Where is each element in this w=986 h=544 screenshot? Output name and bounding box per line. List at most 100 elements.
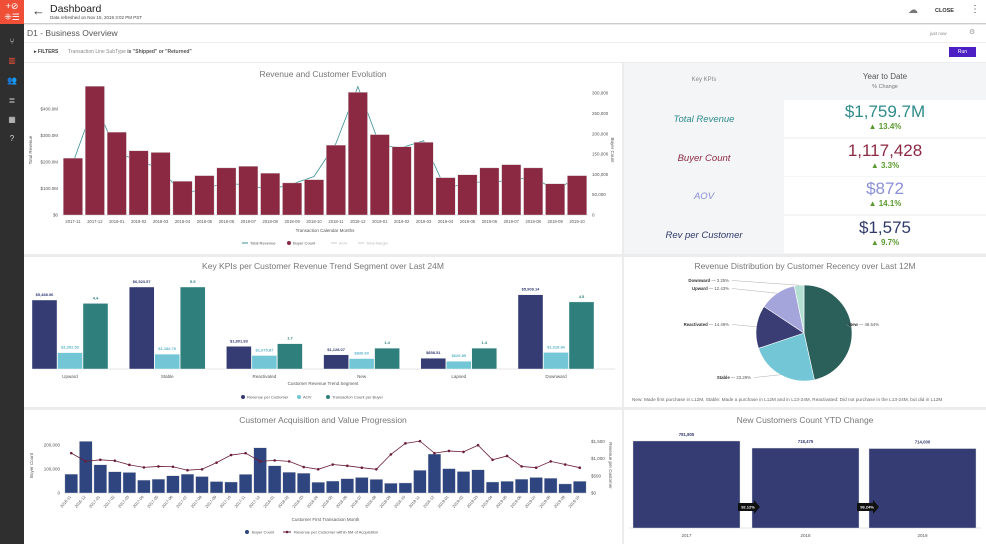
bar[interactable]	[128, 286, 155, 370]
line-point[interactable]	[447, 449, 451, 453]
legend-item[interactable]: Total Margin	[358, 241, 388, 246]
line-point[interactable]	[215, 461, 218, 464]
bar[interactable]	[413, 470, 427, 494]
line-point[interactable]	[389, 453, 393, 456]
bar[interactable]	[137, 479, 151, 494]
users-icon[interactable]: 👥	[7, 76, 17, 85]
bar[interactable]	[529, 477, 543, 494]
bar[interactable]	[282, 182, 302, 216]
bar[interactable]	[82, 303, 109, 370]
line-point[interactable]	[345, 464, 349, 468]
bar[interactable]	[93, 464, 107, 494]
bar[interactable]	[632, 440, 741, 529]
back-arrow-icon[interactable]: ←	[32, 3, 45, 18]
line-point[interactable]	[200, 467, 204, 471]
bar[interactable]	[420, 358, 446, 370]
bar[interactable]	[166, 475, 180, 494]
legend-item[interactable]: Buyer Count	[245, 530, 275, 535]
bar[interactable]	[79, 441, 93, 494]
bar[interactable]	[868, 448, 977, 529]
line-point[interactable]	[273, 459, 276, 462]
line-point[interactable]	[375, 467, 378, 471]
legend-item[interactable]: AOV	[331, 241, 348, 246]
bar[interactable]	[63, 157, 83, 216]
settings-icon[interactable]: ⚙	[969, 29, 976, 36]
bar[interactable]	[398, 482, 412, 494]
bar[interactable]	[194, 175, 215, 216]
app-logo-icon[interactable]: +⊘ ⁜☰	[0, 0, 24, 24]
line-point[interactable]	[534, 466, 538, 469]
bar[interactable]	[442, 468, 456, 494]
cloud-icon[interactable]: ☁	[908, 5, 918, 16]
bar[interactable]	[195, 476, 209, 494]
bar[interactable]	[297, 472, 311, 494]
line-point[interactable]	[229, 453, 233, 457]
close-button[interactable]: CLOSE	[935, 8, 954, 14]
bar[interactable]	[326, 480, 340, 494]
bar[interactable]	[568, 301, 595, 370]
bar[interactable]	[253, 447, 267, 494]
filters-toggle[interactable]: ▸ FILTERS	[34, 49, 59, 55]
bar[interactable]	[501, 164, 522, 216]
bar[interactable]	[751, 447, 860, 529]
bar[interactable]	[391, 146, 412, 216]
bar[interactable]	[238, 166, 259, 216]
bar[interactable]	[304, 179, 324, 216]
bar[interactable]	[224, 481, 238, 494]
bar[interactable]	[154, 353, 180, 370]
line-point[interactable]	[258, 460, 262, 463]
line-point[interactable]	[578, 466, 582, 469]
bar[interactable]	[277, 343, 303, 370]
bar[interactable]	[545, 183, 565, 216]
line-point[interactable]	[99, 458, 102, 462]
bar[interactable]	[108, 471, 122, 494]
line-point[interactable]	[171, 465, 175, 469]
bar[interactable]	[517, 294, 544, 370]
more-menu-icon[interactable]: ⋮	[970, 4, 980, 15]
bar[interactable]	[348, 92, 368, 216]
bar[interactable]	[326, 144, 346, 216]
legend-item[interactable]: Total Revenue	[242, 241, 276, 246]
bar[interactable]	[543, 352, 569, 370]
bar[interactable]	[311, 482, 325, 494]
bar[interactable]	[260, 172, 281, 216]
filter-summary[interactable]: Transaction Line SubType is "Shipped" or…	[68, 49, 192, 55]
bar[interactable]	[384, 482, 398, 494]
line-point[interactable]	[331, 463, 335, 466]
legend-item[interactable]: AOV	[297, 395, 312, 400]
legend-item[interactable]: Revenue per Customer within 6M of Acquis…	[283, 530, 378, 535]
bar[interactable]	[544, 477, 558, 494]
bar[interactable]	[57, 352, 83, 370]
line-point[interactable]	[69, 451, 73, 455]
line-point[interactable]	[476, 443, 480, 447]
bar[interactable]	[515, 478, 529, 494]
line-point[interactable]	[360, 466, 364, 469]
bar[interactable]	[323, 354, 349, 370]
legend-item[interactable]: Buyer Count	[287, 241, 316, 246]
line-point[interactable]	[462, 450, 465, 454]
legend-item[interactable]: Transaction Count per Buyer	[326, 395, 384, 400]
flow-icon[interactable]: ⑂	[9, 37, 15, 46]
bar[interactable]	[251, 355, 278, 370]
bar[interactable]	[523, 167, 544, 216]
bar[interactable]	[122, 472, 136, 494]
bar[interactable]	[471, 469, 485, 494]
line-point[interactable]	[84, 460, 88, 463]
bar[interactable]	[268, 465, 282, 494]
line-point[interactable]	[549, 460, 552, 463]
bar[interactable]	[369, 479, 383, 494]
bar[interactable]	[179, 286, 206, 370]
line-point[interactable]	[491, 458, 494, 462]
bar[interactable]	[216, 167, 237, 216]
bar[interactable]	[457, 174, 478, 216]
bar[interactable]	[413, 142, 434, 216]
line-point[interactable]	[302, 465, 306, 469]
bar[interactable]	[348, 358, 375, 370]
bar[interactable]	[500, 481, 514, 494]
bar[interactable]	[151, 478, 166, 494]
bar[interactable]	[106, 131, 127, 216]
bar[interactable]	[479, 167, 500, 216]
bar[interactable]	[374, 347, 400, 370]
chart-icon[interactable]: ▥	[8, 56, 16, 65]
bar[interactable]	[150, 152, 171, 216]
